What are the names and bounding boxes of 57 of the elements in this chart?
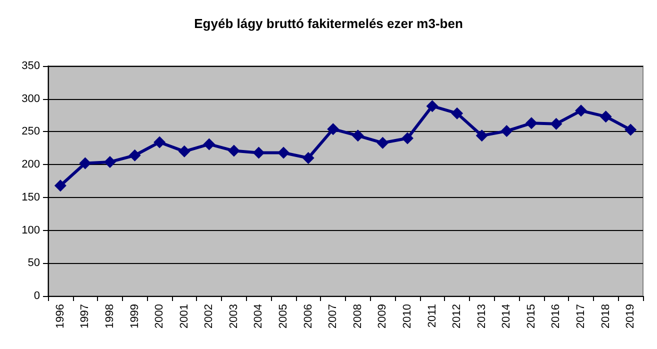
point	[252, 146, 265, 159]
x-tick-label: 2017	[575, 304, 588, 328]
x-tick-label: 2012	[451, 304, 464, 328]
point	[54, 180, 66, 192]
x-tick-label: 2014	[500, 304, 513, 328]
x-tick-label: 2018	[600, 304, 612, 328]
x-tick-label: 2005	[278, 304, 290, 328]
point	[128, 149, 141, 162]
point	[327, 123, 340, 136]
point	[500, 125, 513, 138]
y-tick-label: 100	[22, 224, 40, 236]
y-tick-label: 200	[22, 158, 40, 171]
x-tick-label: 2008	[352, 304, 364, 328]
point	[352, 130, 364, 142]
y-tick-label: 0	[34, 290, 40, 302]
point	[451, 107, 464, 120]
y-tick-label: 150	[22, 191, 40, 204]
x-tick-label: 2000	[154, 304, 166, 328]
x-tick-label: 2016	[550, 304, 562, 328]
x-tick-label: 2003	[228, 304, 240, 328]
x-tick-label: 2006	[302, 304, 314, 328]
y-tick-label: 300	[22, 92, 40, 105]
point	[376, 136, 389, 149]
point	[401, 132, 414, 144]
x-tick-label: 2007	[327, 304, 340, 328]
point	[178, 145, 190, 158]
point	[278, 146, 290, 159]
point	[104, 156, 116, 168]
point	[600, 110, 612, 123]
point	[476, 130, 488, 142]
x-tick-label: 2009	[376, 304, 389, 328]
point	[154, 136, 166, 148]
x-tick-label: 2013	[476, 304, 488, 328]
x-tick-label: 2015	[525, 304, 538, 328]
point	[575, 104, 588, 117]
x-tick-label: 2010	[401, 304, 414, 328]
point	[203, 138, 216, 150]
point	[550, 118, 562, 130]
point	[426, 100, 438, 112]
x-tick-label: 1997	[79, 304, 92, 328]
x-tick-label: 2019	[624, 304, 637, 328]
y-tick-label: 50	[28, 257, 40, 270]
x-tick-label: 1996	[54, 304, 66, 328]
x-tick-label: 2002	[203, 304, 216, 328]
x-tick-label: 2004	[252, 304, 265, 328]
x-tick-label: 2001	[178, 304, 190, 328]
point	[228, 144, 240, 157]
x-tick-label: 2011	[426, 304, 438, 328]
chart-title: Egyéb lágy bruttó fakitermelés ezer m3-ben	[194, 16, 463, 31]
point	[525, 117, 538, 130]
point	[302, 152, 314, 164]
y-tick-label: 250	[22, 126, 40, 138]
x-tick-label: 1999	[128, 304, 141, 328]
y-tick-label: 350	[22, 60, 40, 72]
point	[624, 124, 637, 136]
point	[79, 157, 92, 170]
x-tick-label: 1998	[104, 304, 116, 328]
